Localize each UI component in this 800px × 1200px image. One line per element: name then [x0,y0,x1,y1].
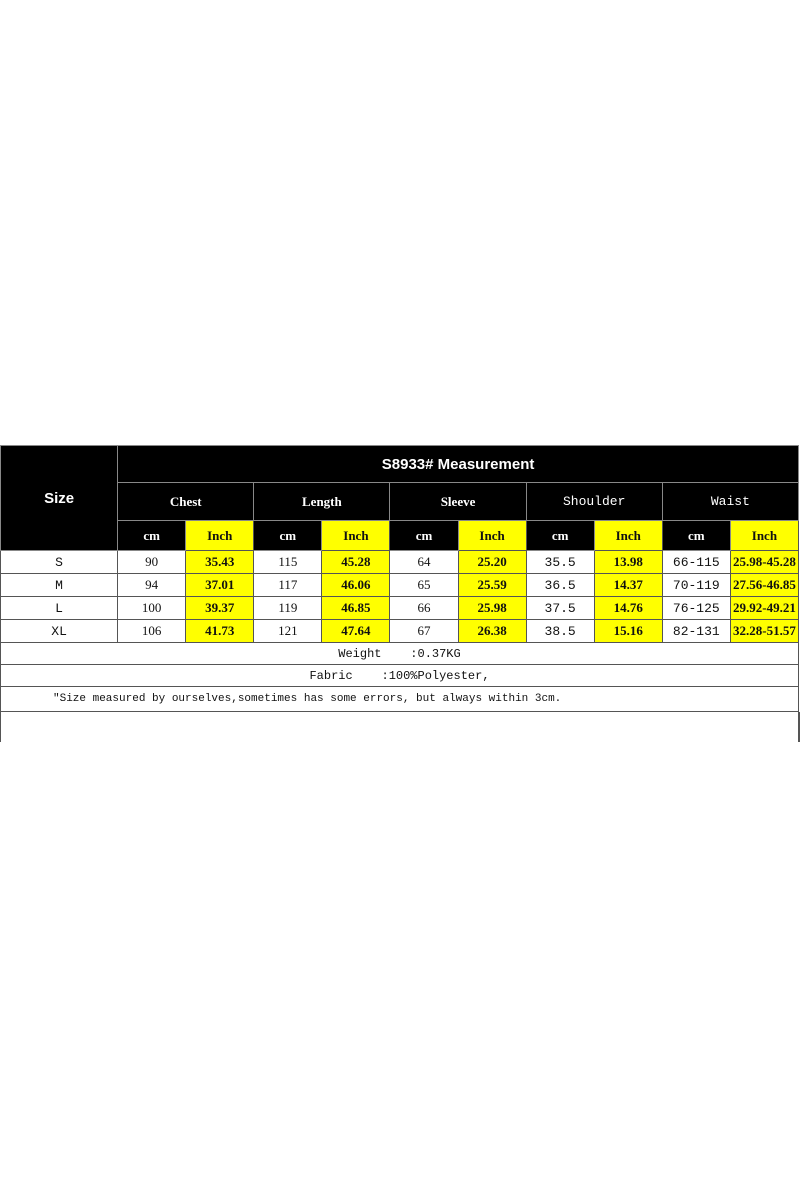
inch-value: 14.37 [593,573,663,597]
inch-value: 27.56-46.85 [729,573,800,597]
cm-value: 76-125 [661,596,731,620]
cm-value: 35.5 [525,550,595,574]
inch-value: 46.06 [321,573,391,597]
table-row: M 94 37.01 117 46.06 65 25.59 36.5 14.37 70-119 27… [0,573,800,597]
unit-cm: cm [525,520,595,551]
unit-inch: Inch [593,520,663,551]
column-group-waist: Waist [661,482,800,521]
unit-inch: Inch [321,520,391,551]
unit-inch: Inch [457,520,527,551]
inch-value: 26.38 [457,619,527,643]
fabric-row: Fabric :100%Polyester, [0,664,799,687]
cm-value: 115 [253,550,323,574]
inch-value: 25.59 [457,573,527,597]
inch-value: 47.64 [321,619,391,643]
inch-value: 39.37 [185,596,255,620]
column-group-chest: Chest [117,482,255,521]
cm-value: 82-131 [661,619,731,643]
inch-value: 25.20 [457,550,527,574]
inch-value: 45.28 [321,550,391,574]
table-title: S8933# Measurement [117,445,799,483]
measurement-table: Size S8933# Measurement Chest Length Sleev… [0,445,800,712]
size-cell: M [0,573,119,597]
table-row: XL 106 41.73 121 47.64 67 26.38 38.5 15.16 82-131… [0,619,800,643]
weight-row-text: Weight :0.37KG [0,642,799,665]
unit-inch: Inch [185,520,255,551]
inch-value: 41.73 [185,619,255,643]
note-row: "Size measured by ourselves,sometimes ha… [0,686,799,712]
column-group-shoulder: Shoulder [525,482,663,521]
size-cell: L [0,596,119,620]
cm-value: 70-119 [661,573,731,597]
table-bottom-border [0,712,800,742]
cm-value: 119 [253,596,323,620]
column-group-length: Length [253,482,391,521]
table-row: S 90 35.43 115 45.28 64 25.20 35.5 13.98 66-115 25… [0,550,800,574]
cm-value: 36.5 [525,573,595,597]
cm-value: 121 [253,619,323,643]
column-group-sleeve: Sleeve [389,482,527,521]
weight-row: Weight :0.37KG [0,642,799,665]
inch-value: 37.01 [185,573,255,597]
table-row: L 100 39.37 119 46.85 66 25.98 37.5 14.76 76-125 2… [0,596,800,620]
cm-value: 64 [389,550,459,574]
inch-value: 46.85 [321,596,391,620]
cm-value: 94 [117,573,187,597]
note-row-text: "Size measured by ourselves,sometimes ha… [0,686,799,712]
unit-cm: cm [253,520,323,551]
unit-cm: cm [117,520,187,551]
cm-value: 90 [117,550,187,574]
size-cell: S [0,550,119,574]
cm-value: 65 [389,573,459,597]
cm-value: 106 [117,619,187,643]
inch-value: 13.98 [593,550,663,574]
inch-value: 25.98-45.28 [729,550,800,574]
size-chart: Size S8933# Measurement Chest Length Sleev… [0,445,800,712]
cm-value: 38.5 [525,619,595,643]
size-cell: XL [0,619,119,643]
unit-cm: cm [661,520,731,551]
inch-value: 29.92-49.21 [729,596,800,620]
unit-cm: cm [389,520,459,551]
inch-value: 14.76 [593,596,663,620]
size-header: Size [0,445,119,551]
cm-value: 117 [253,573,323,597]
inch-value: 32.28-51.57 [729,619,800,643]
cm-value: 66-115 [661,550,731,574]
fabric-row-text: Fabric :100%Polyester, [0,664,799,687]
unit-inch: Inch [729,520,800,551]
cm-value: 37.5 [525,596,595,620]
inch-value: 15.16 [593,619,663,643]
inch-value: 35.43 [185,550,255,574]
cm-value: 100 [117,596,187,620]
inch-value: 25.98 [457,596,527,620]
cm-value: 67 [389,619,459,643]
cm-value: 66 [389,596,459,620]
